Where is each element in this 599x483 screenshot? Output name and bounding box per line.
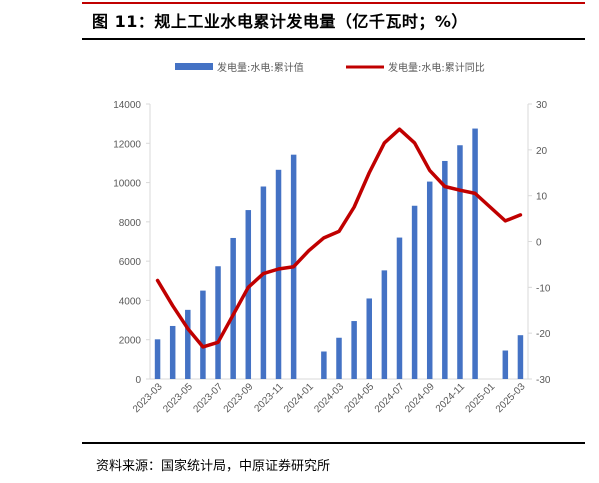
line-series xyxy=(155,127,523,349)
x-tick-label: 2023-09 xyxy=(222,381,256,415)
bar xyxy=(457,145,463,379)
y-right-tick-label: 30 xyxy=(536,100,548,111)
bar xyxy=(517,335,524,379)
bar xyxy=(154,339,161,379)
y-left-tick-label: 12000 xyxy=(113,139,141,150)
bar xyxy=(275,169,282,379)
y-left-tick-label: 4000 xyxy=(119,296,142,307)
bar xyxy=(336,337,342,379)
y-left-tick-label: 2000 xyxy=(119,336,142,347)
title-divider xyxy=(82,38,585,40)
top-red-rule xyxy=(82,2,585,4)
bar xyxy=(230,237,236,379)
bar xyxy=(200,290,206,379)
x-tick-label: 2025-03 xyxy=(494,381,528,415)
chart: 发电量:水电:累计值 发电量:水电:累计同比 0 2000 4000 6000 8000… xyxy=(113,61,551,415)
legend: 发电量:水电:累计值 发电量:水电:累计同比 xyxy=(175,61,485,74)
x-tick-label: 2024-01 xyxy=(282,381,316,415)
bar xyxy=(321,351,327,379)
x-tick-label: 2024-11 xyxy=(434,381,468,415)
bar xyxy=(169,325,176,379)
y-left-tick-label: 6000 xyxy=(119,257,142,268)
yoy-line xyxy=(155,127,523,349)
x-tick-label: 2025-01 xyxy=(464,381,498,415)
y-right-tick-label: -30 xyxy=(536,375,551,386)
bar xyxy=(260,186,267,379)
bar xyxy=(396,237,403,379)
legend-bar-swatch xyxy=(175,63,213,70)
bottom-divider xyxy=(82,442,585,444)
bar xyxy=(185,309,191,379)
bar xyxy=(245,210,252,379)
bar xyxy=(381,270,388,379)
y-left-tick-label: 14000 xyxy=(113,100,141,111)
source-note: 资料来源：国家统计局，中原证券研究所 xyxy=(96,459,331,474)
bar xyxy=(472,128,478,379)
legend-line-label: 发电量:水电:累计同比 xyxy=(388,61,485,74)
figure-title: 图 11：规上工业水电累计发电量（亿千瓦时；%） xyxy=(92,12,468,31)
bar xyxy=(351,321,357,379)
bar xyxy=(502,350,509,379)
bar xyxy=(426,181,433,379)
y-right-tick-label: -10 xyxy=(536,283,551,294)
y-right-tick-label: 20 xyxy=(536,146,548,157)
x-tick-label: 2023-07 xyxy=(191,381,225,415)
y-right-tick-label: -20 xyxy=(536,329,551,340)
y-left-tick-label: 10000 xyxy=(113,179,141,190)
x-tick-label: 2023-05 xyxy=(161,381,195,415)
y-left-tick-label: 0 xyxy=(135,375,141,386)
x-tick-label: 2024-05 xyxy=(343,381,377,415)
y-right-tick-label: 0 xyxy=(536,238,542,249)
bar-series xyxy=(154,128,524,379)
bar xyxy=(442,160,448,379)
bar xyxy=(411,205,418,379)
x-tick-label: 2023-11 xyxy=(252,381,286,415)
x-tick-label: 2023-03 xyxy=(131,381,165,415)
bar xyxy=(366,298,372,379)
bar xyxy=(215,266,221,379)
y-left-tick-label: 8000 xyxy=(119,218,142,229)
y-right-tick-label: 10 xyxy=(536,192,548,203)
x-tick-label: 2024-07 xyxy=(373,381,407,415)
axes: 0 2000 4000 6000 8000 10000 12000 14000 -30 -20 -1… xyxy=(113,100,551,415)
x-tick-label: 2024-03 xyxy=(312,381,346,415)
legend-bar-label: 发电量:水电:累计值 xyxy=(217,61,304,74)
x-tick-label: 2024-09 xyxy=(403,381,437,415)
